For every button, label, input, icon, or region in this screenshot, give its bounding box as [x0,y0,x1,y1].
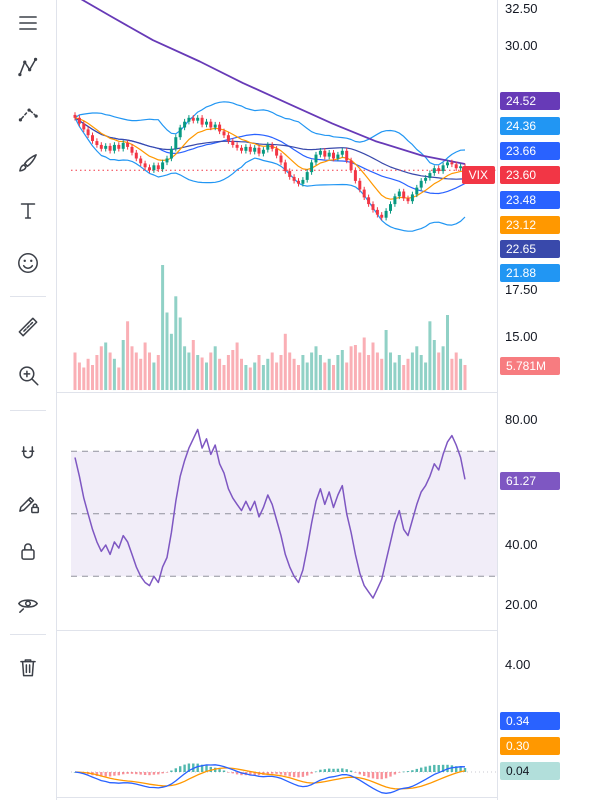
tool-magnet[interactable] [9,436,47,474]
macd-hist-badge: 0.04 [500,762,560,780]
macd-line-badge: 0.34 [500,712,560,730]
toolbar-separator [10,296,46,297]
trash-icon [20,659,36,677]
chart-canvas[interactable] [57,0,497,800]
toolbar-separator [10,634,46,635]
indicator-badge-ema: 23.12 [500,216,560,234]
tool-zoom-in[interactable] [9,356,47,394]
tool-emoji[interactable] [9,244,47,282]
volume-badge: 5.781M [500,357,560,375]
rsi-badge: 61.27 [500,472,560,490]
indicator-badge-bb-lower: 21.88 [500,264,560,282]
tool-hide-all[interactable] [9,584,47,622]
tool-brush[interactable] [9,144,47,182]
line-tools-icon [19,16,37,30]
pane-separator[interactable] [57,797,600,798]
indicator-badge-blue-1: 23.66 [500,142,560,160]
tool-remove-all[interactable] [9,648,47,686]
chart-area[interactable]: VIX [57,0,497,800]
axis-label: 40.00 [505,537,538,552]
pane-separator[interactable] [57,392,600,393]
eye-icon [18,599,38,613]
tool-lock-all[interactable] [9,532,47,570]
ruler-icon [18,317,38,337]
axis-label: 15.00 [505,329,538,344]
patterns-icon [18,108,38,122]
indicator-badge-blue-2: 23.48 [500,191,560,209]
tool-line-tools[interactable] [9,4,47,42]
lock-icon [21,543,35,560]
tool-drawing-lock[interactable] [9,484,47,522]
tool-xabcd-pattern[interactable] [9,48,47,86]
axis-label: 80.00 [505,412,538,427]
last-price-badge: 23.60 [500,166,560,184]
axis-label: 32.50 [505,1,538,16]
axis-label: 17.50 [505,282,538,297]
axis-label: 4.00 [505,657,531,672]
tool-patterns[interactable] [9,96,47,134]
pane-separator[interactable] [57,630,600,631]
indicator-badge-purple: 24.52 [500,92,560,110]
price-scale[interactable]: 32.50 30.00 24.52 24.36 23.66 23.60 23.48 23.12… [497,0,600,800]
indicator-badge-indigo: 22.65 [500,240,560,258]
brush-icon [19,154,37,172]
macd-signal-badge: 0.30 [500,737,560,755]
magnet-icon [21,446,35,459]
emoji-icon [18,253,38,273]
indicator-badge-bb-upper: 24.36 [500,117,560,135]
xabcd-pattern-icon [18,57,38,77]
text-tool-icon [20,203,36,219]
toolbar-separator [10,410,46,411]
drawing-toolbar [0,0,57,800]
symbol-price-label: VIX [461,166,495,184]
tool-measure[interactable] [9,308,47,346]
axis-label: 30.00 [505,38,538,53]
zoom-in-icon [19,366,39,386]
tool-text[interactable] [9,192,47,230]
axis-label: 20.00 [505,597,538,612]
pencil-lock-icon [19,496,40,514]
